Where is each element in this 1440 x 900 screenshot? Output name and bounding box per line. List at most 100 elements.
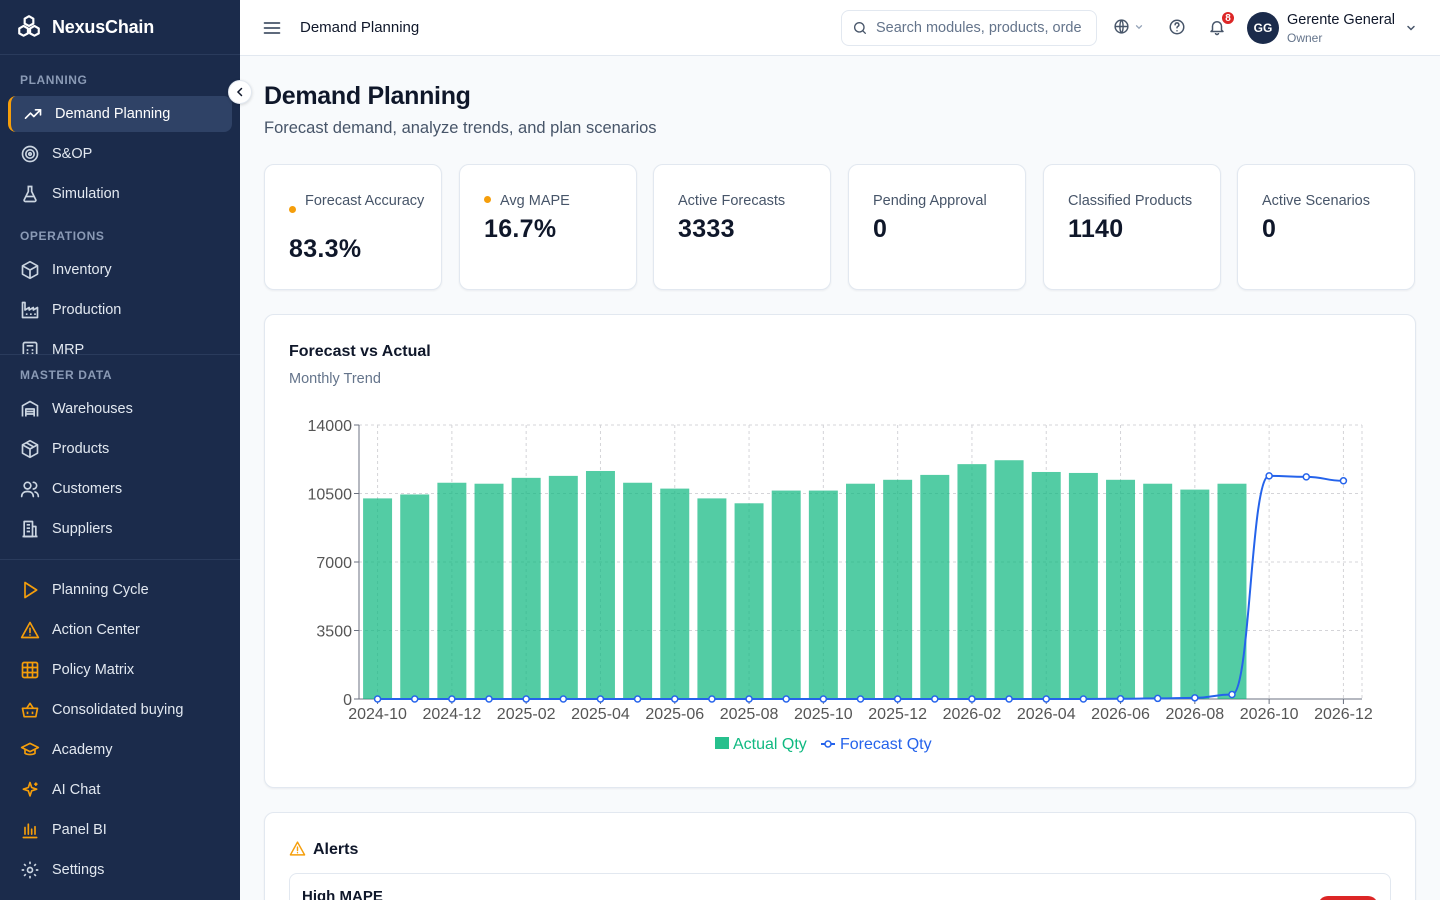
sidebar-item-academy[interactable]: Academy	[8, 732, 232, 768]
bar	[697, 498, 727, 699]
sidebar-item-planning-cycle[interactable]: Planning Cycle	[8, 572, 232, 608]
alert-item[interactable]: High MAPE	[289, 873, 1391, 900]
bar	[474, 483, 504, 699]
x-tick-label: 2026-04	[1017, 706, 1076, 723]
sidebar-item-sop[interactable]: S&OP	[8, 136, 232, 172]
sidebar-item-label: Demand Planning	[55, 106, 171, 122]
kpi-value: 16.7%	[484, 215, 557, 243]
sidebar-divider	[0, 354, 240, 355]
page-subtitle: Forecast demand, analyze trends, and pla…	[264, 119, 657, 137]
bar	[585, 470, 615, 699]
users-icon	[20, 481, 40, 498]
x-tick-label: 2024-10	[348, 706, 407, 723]
chevron-down-icon[interactable]	[1405, 22, 1417, 34]
forecast-point	[1228, 690, 1236, 699]
x-tick-label: 2025-10	[794, 706, 853, 723]
chart-subtitle: Monthly Trend	[289, 371, 381, 387]
forecast-point	[1079, 695, 1088, 703]
sidebar-item-suppliers[interactable]: Suppliers	[8, 511, 232, 547]
sidebar-item-action-center[interactable]: Action Center	[8, 612, 232, 648]
y-tick-label: 10500	[308, 487, 353, 504]
forecast-point	[1042, 695, 1050, 703]
calculator-icon	[22, 341, 38, 354]
sidebar-item-warehouses[interactable]: Warehouses	[8, 391, 232, 427]
menu-icon[interactable]	[262, 18, 282, 38]
kpi-value: 0	[1262, 215, 1277, 243]
chevron-down-icon	[1135, 24, 1143, 29]
x-tick-label: 2025-08	[720, 706, 779, 723]
forecast-point	[410, 695, 419, 703]
forecast-point	[373, 695, 382, 703]
bar	[511, 477, 541, 699]
sidebar-item-label: MRP	[52, 342, 85, 354]
sidebar: NexusChain PLANNING Demand Planning S&OP…	[0, 0, 240, 900]
sidebar-item-label: Policy Matrix	[52, 662, 135, 678]
sidebar-item-consolidated-buying[interactable]: Consolidated buying	[8, 692, 232, 728]
search-box[interactable]	[841, 10, 1097, 46]
bar	[1180, 489, 1210, 699]
alerts-card: Alerts High MAPE	[264, 812, 1416, 900]
bar	[548, 475, 578, 699]
forecast-point	[448, 695, 456, 703]
bar	[660, 488, 690, 699]
gear-icon	[21, 861, 39, 879]
forecast-point	[1191, 694, 1199, 702]
x-tick-label: 2025-02	[497, 706, 556, 723]
bar	[883, 479, 913, 699]
x-tick-label: 2026-12	[1314, 706, 1373, 723]
forecast-chart-card: Forecast vs Actual Monthly Trend 0 3500 70…	[264, 314, 1416, 788]
kpi-value: 3333	[678, 215, 735, 243]
sidebar-item-mrp[interactable]: MRP	[8, 332, 232, 354]
forecast-point	[856, 695, 865, 703]
avatar[interactable]: GG	[1247, 12, 1279, 44]
sidebar-item-panel-bi[interactable]: Panel BI	[8, 812, 232, 848]
sidebar-item-production[interactable]: Production	[8, 292, 232, 328]
page-title: Demand Planning	[264, 82, 471, 110]
bar	[623, 482, 653, 699]
help-icon[interactable]	[1168, 18, 1186, 36]
y-tick-label: 7000	[316, 555, 352, 572]
kpi-card-pending-approval: Pending Approval 0	[848, 164, 1026, 290]
sidebar-item-settings[interactable]: Settings	[8, 852, 232, 888]
bar	[734, 503, 764, 699]
language-selector[interactable]	[1113, 18, 1144, 35]
section-label-master-data: MASTER DATA	[20, 368, 113, 382]
sidebar-item-label: Simulation	[52, 186, 120, 202]
sidebar-item-inventory[interactable]: Inventory	[8, 252, 232, 288]
y-tick-label: 14000	[308, 418, 353, 435]
bell-icon[interactable]	[1208, 18, 1226, 36]
sidebar-item-label: S&OP	[52, 146, 93, 162]
kpi-label: Pending Approval	[873, 193, 987, 209]
bar	[920, 474, 950, 699]
forecast-point	[1265, 472, 1273, 480]
kpi-label: Active Scenarios	[1262, 193, 1370, 209]
alert-name: High MAPE	[302, 888, 383, 900]
alert-triangle-icon	[20, 621, 40, 639]
sidebar-item-simulation[interactable]: Simulation	[8, 176, 232, 212]
x-tick-label: 2026-10	[1240, 706, 1299, 723]
forecast-point	[745, 695, 753, 703]
legend-label-actual: Actual Qty	[733, 736, 807, 753]
user-name[interactable]: Gerente General	[1287, 12, 1396, 28]
bar	[363, 498, 393, 699]
sparkles-icon	[22, 781, 38, 797]
sidebar-item-ai-chat[interactable]: AI Chat	[8, 772, 232, 808]
sidebar-item-label: Academy	[52, 742, 113, 758]
bar	[994, 460, 1024, 699]
building-icon	[22, 520, 38, 538]
sidebar-item-demand-planning[interactable]: Demand Planning	[8, 96, 232, 132]
sidebar-item-label: Warehouses	[52, 401, 133, 417]
sidebar-item-label: AI Chat	[52, 782, 101, 798]
search-input[interactable]	[876, 20, 1082, 36]
kpi-label: Active Forecasts	[678, 193, 786, 209]
forecast-point	[633, 695, 642, 703]
sidebar-item-customers[interactable]: Customers	[8, 471, 232, 507]
x-tick-label: 2026-06	[1091, 706, 1150, 723]
forecast-point	[893, 695, 902, 703]
sidebar-item-policy-matrix[interactable]: Policy Matrix	[8, 652, 232, 688]
sidebar-item-products[interactable]: Products	[8, 431, 232, 467]
forecast-line	[377, 474, 1344, 700]
flask-icon	[23, 185, 37, 203]
brand[interactable]: NexusChain	[0, 0, 240, 55]
sidebar-collapse-button[interactable]	[228, 80, 252, 104]
